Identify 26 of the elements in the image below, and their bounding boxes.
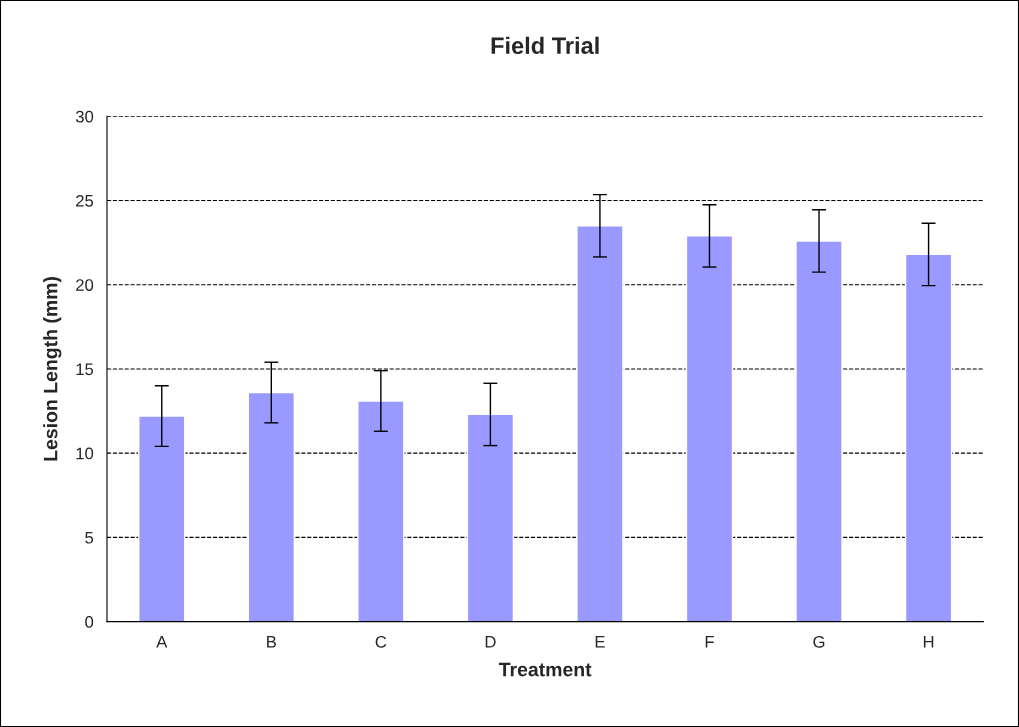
x-tick-label: H [923, 636, 934, 648]
x-tick-label: D [485, 636, 496, 648]
y-tick-label: 5 [85, 531, 94, 544]
y-tick-label: 30 [75, 110, 94, 123]
y-axis-title: Lesion Length (mm) [43, 277, 62, 461]
x-tick-label: C [375, 635, 387, 648]
x-tick-label: G [813, 635, 825, 648]
y-tick-label: 15 [76, 363, 94, 376]
bar [138, 415, 186, 622]
y-tick-label: 20 [76, 279, 94, 291]
y-tick-label: 0 [85, 615, 94, 628]
bar [247, 391, 296, 622]
bar [795, 240, 843, 622]
y-tick-label: 10 [76, 447, 94, 460]
x-tick-label: E [595, 636, 605, 648]
x-tick-label: A [156, 636, 168, 648]
x-axis-title: Treatment [498, 662, 592, 677]
y-tick-label: 25 [76, 194, 94, 207]
bar [357, 400, 405, 622]
bar [466, 413, 515, 622]
bar [576, 225, 624, 622]
chart-title: Field Trial [491, 36, 599, 55]
bar [685, 235, 734, 622]
x-tick-label: B [267, 636, 276, 648]
x-tick-label: F [705, 636, 714, 648]
bar [904, 253, 953, 622]
